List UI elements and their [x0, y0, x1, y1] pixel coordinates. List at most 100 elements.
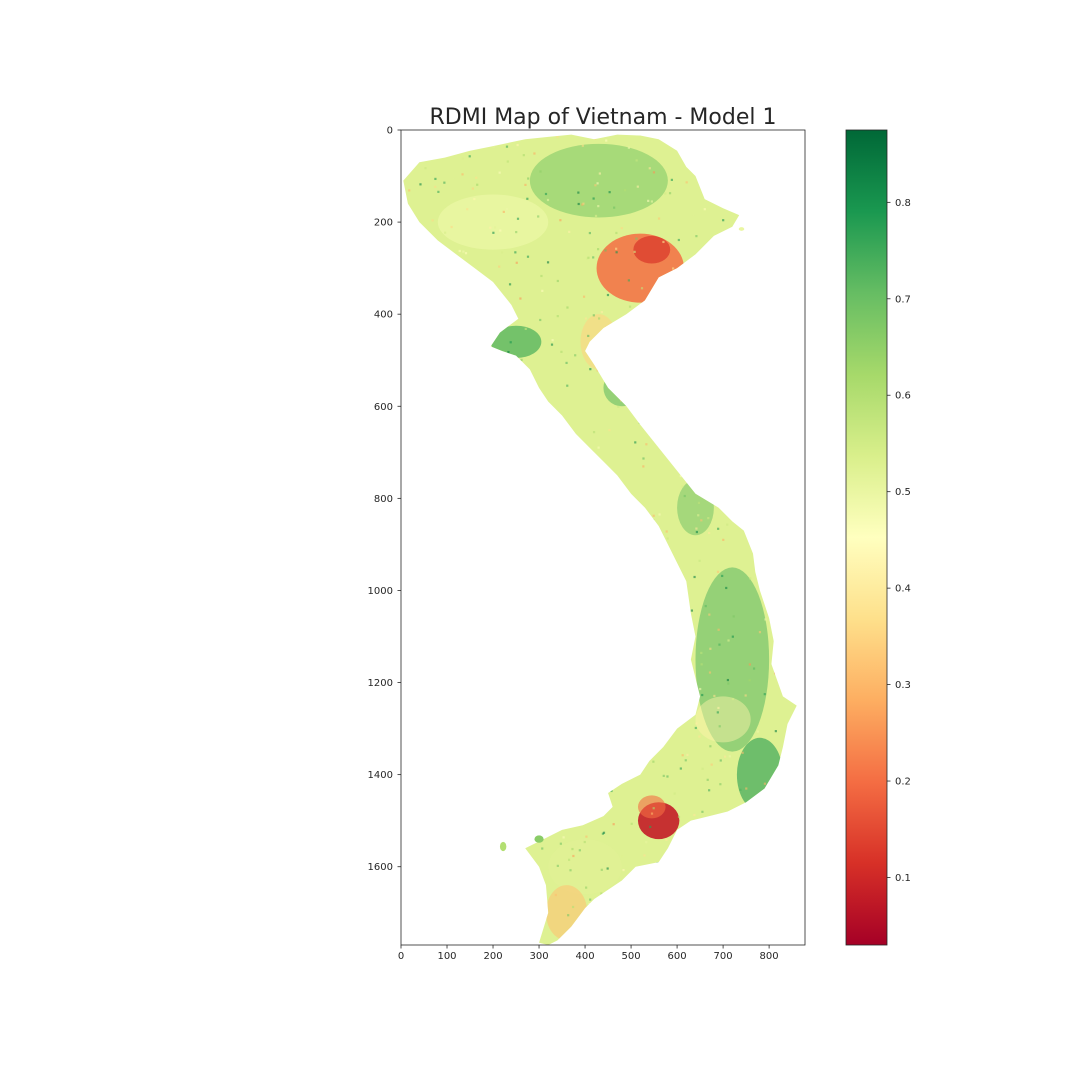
rdmi-pixel: [473, 817, 476, 821]
rdmi-pixel: [665, 912, 668, 915]
rdmi-pixel: [764, 618, 767, 621]
rdmi-pixel: [772, 170, 775, 173]
rdmi-pixel: [764, 290, 767, 293]
rdmi-pixel: [438, 610, 442, 613]
y-axis: 0 200 400 600 800 1000 1200 1400 1600: [368, 126, 401, 873]
rdmi-pixel: [675, 642, 679, 645]
rdmi-pixel: [417, 871, 420, 874]
rdmi-pixel: [403, 927, 405, 930]
rdmi-pixel: [523, 410, 527, 413]
rdmi-pixel: [411, 279, 415, 282]
rdmi-pixel: [454, 487, 457, 490]
rdmi-pixel: [679, 474, 682, 478]
rdmi-pixel: [684, 471, 687, 474]
rdmi-pixel: [555, 686, 558, 689]
rdmi-pixel: [627, 146, 631, 149]
rdmi-pixel: [558, 426, 561, 429]
rdmi-pixel: [441, 728, 444, 732]
rdmi-pixel: [671, 423, 674, 426]
rdmi-patch: [603, 369, 641, 407]
rdmi-pixel: [515, 261, 518, 264]
rdmi-pixel: [695, 530, 698, 534]
rdmi-pixel: [618, 681, 621, 684]
rdmi-pixel: [773, 157, 777, 160]
rdmi-pixel: [456, 263, 459, 266]
rdmi-pixel: [562, 836, 565, 839]
rdmi-pixel: [444, 231, 447, 234]
rdmi-pixel: [687, 842, 690, 845]
rdmi-pixel: [788, 257, 791, 260]
colorbar-tick-label: 0.4: [895, 584, 911, 595]
rdmi-pixel: [471, 839, 474, 842]
rdmi-pixel: [567, 722, 570, 725]
rdmi-pixel: [625, 370, 628, 373]
rdmi-pixel: [589, 566, 592, 569]
rdmi-pixel: [719, 759, 722, 762]
rdmi-pixel: [726, 523, 729, 526]
rdmi-pixel: [752, 667, 756, 670]
rdmi-pixel: [750, 306, 754, 309]
rdmi-pixel: [790, 680, 794, 683]
rdmi-pixel: [754, 513, 758, 516]
colorbar-tick-label: 0.5: [895, 487, 911, 498]
rdmi-pixel: [505, 207, 509, 211]
rdmi-pixel: [711, 918, 714, 922]
rdmi-pixel: [756, 410, 759, 413]
rdmi-pixel: [513, 657, 517, 660]
rdmi-pixel: [769, 266, 772, 269]
rdmi-patch: [490, 325, 542, 358]
rdmi-pixel: [620, 695, 623, 698]
rdmi-pixel: [686, 753, 689, 757]
rdmi-pixel: [447, 794, 450, 797]
rdmi-pixel: [513, 840, 516, 843]
rdmi-pixel: [562, 773, 565, 777]
rdmi-pixel: [522, 154, 525, 157]
rdmi-pixel: [720, 365, 723, 368]
rdmi-pixel: [701, 767, 704, 770]
rdmi-pixel: [779, 784, 782, 787]
rdmi-pixel: [497, 718, 500, 721]
rdmi-pixel: [519, 452, 523, 456]
rdmi-pixel: [495, 677, 498, 680]
rdmi-pixel: [596, 182, 599, 185]
rdmi-pixel: [500, 383, 504, 387]
rdmi-pixel: [442, 524, 446, 528]
rdmi-pixel: [748, 679, 751, 682]
rdmi-pixel: [730, 441, 733, 444]
rdmi-pixel: [658, 513, 661, 516]
rdmi-pixel: [524, 514, 527, 518]
rdmi-pixel: [570, 537, 573, 540]
rdmi-pixel: [457, 640, 460, 643]
rdmi-pixel: [620, 768, 624, 772]
rdmi-pixel: [492, 375, 495, 378]
rdmi-pixel: [515, 230, 518, 234]
rdmi-pixel: [556, 135, 559, 139]
rdmi-pixel: [583, 840, 586, 844]
rdmi-pixel: [475, 827, 478, 830]
rdmi-pixel: [779, 453, 782, 456]
rdmi-pixel: [599, 491, 603, 494]
rdmi-pixel: [448, 606, 451, 609]
rdmi-pixel: [459, 603, 462, 606]
rdmi-pixel: [514, 251, 517, 254]
rdmi-pixel: [652, 171, 656, 174]
rdmi-pixel: [709, 745, 712, 748]
rdmi-pixel: [769, 910, 772, 913]
x-tick-label: 0: [398, 951, 404, 962]
rdmi-pixel: [541, 289, 544, 292]
rdmi-pixel: [520, 358, 523, 362]
rdmi-pixel: [774, 672, 777, 675]
rdmi-pixel: [563, 566, 566, 569]
rdmi-pixel: [458, 717, 461, 721]
rdmi-pixel: [679, 147, 682, 150]
rdmi-pixel: [404, 586, 407, 589]
rdmi-pixel: [460, 134, 464, 137]
rdmi-pixel: [472, 502, 475, 505]
rdmi-pixel: [498, 896, 501, 900]
rdmi-pixel: [652, 514, 655, 517]
rdmi-pixel: [488, 577, 491, 581]
rdmi-pixel: [599, 600, 602, 604]
rdmi-pixel: [605, 326, 608, 329]
rdmi-pixel: [679, 151, 682, 155]
rdmi-pixel: [788, 409, 792, 412]
